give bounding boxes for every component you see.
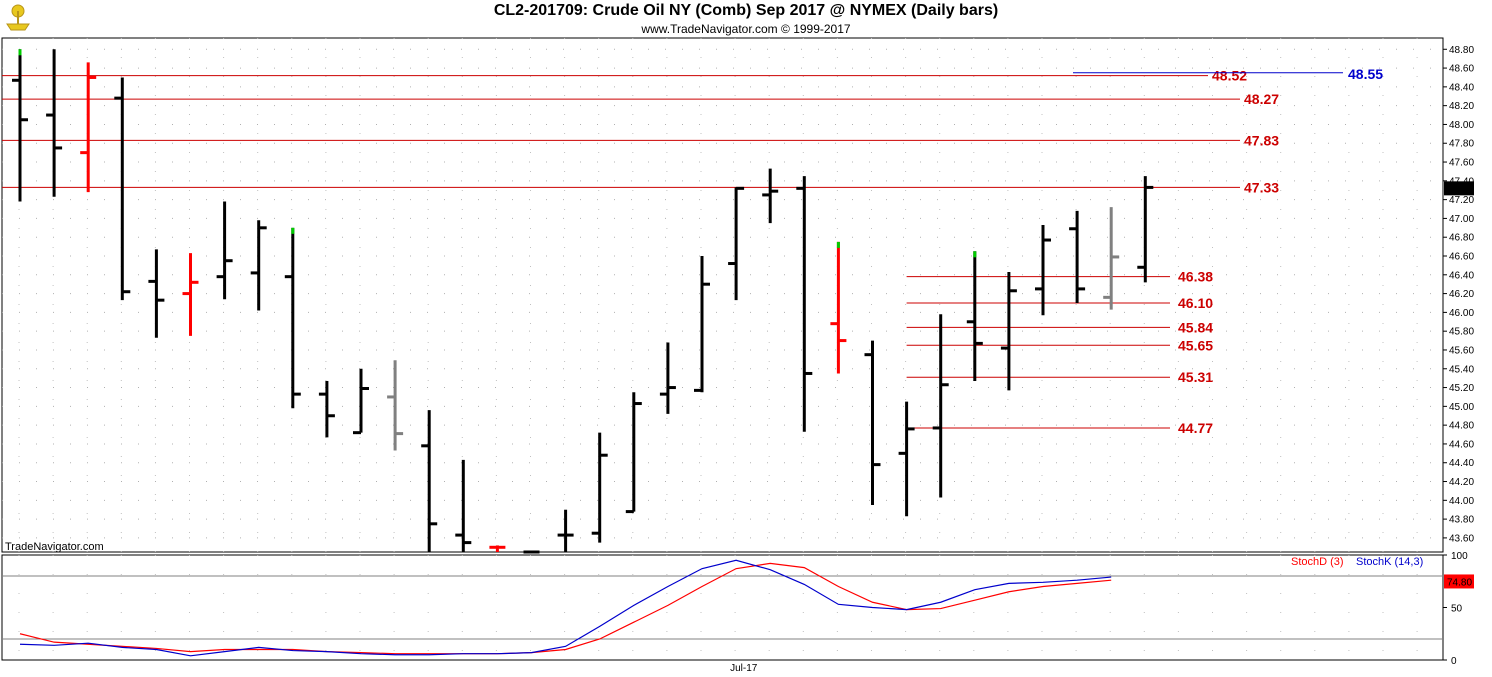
last-price-marker <box>1444 181 1474 196</box>
price-tick-label: 46.40 <box>1449 270 1474 281</box>
stochd-line <box>19 562 1112 655</box>
level-label: 48.52 <box>1212 68 1247 84</box>
ohlc-bar <box>1035 224 1051 316</box>
last-price-label: 47.32 <box>1447 184 1472 195</box>
price-tick-label: 45.80 <box>1449 327 1474 338</box>
legend-stochk: StochK (14,3) <box>1356 556 1423 568</box>
stoch-tick-label: 100 <box>1451 551 1468 562</box>
stoch-tick-label: 0 <box>1451 656 1457 667</box>
price-tick-label: 47.20 <box>1449 195 1474 206</box>
stochastic-panel: 0 50 100 StochD (3) StochK (14,3) 74.80 Jul-17 <box>1 551 1474 674</box>
ohlc-bar <box>762 168 779 224</box>
level-label: 46.38 <box>1178 269 1213 285</box>
price-tick-label: 48.60 <box>1449 64 1474 75</box>
level-label: 45.84 <box>1178 319 1213 335</box>
ohlc-bar <box>694 256 710 393</box>
price-tick-label: 47.80 <box>1449 139 1474 150</box>
ohlc-bar <box>46 49 63 197</box>
x-axis-label: Jul-17 <box>730 663 758 674</box>
ohlc-bar <box>12 49 28 202</box>
ohlc-bar <box>625 392 642 514</box>
price-tick-label: 47.60 <box>1449 158 1474 169</box>
level-label: 44.77 <box>1178 420 1213 436</box>
ohlc-bar <box>387 360 404 451</box>
price-plot-frame <box>1 37 1444 553</box>
ohlc-bar <box>421 410 438 552</box>
watermark-text: TradeNavigator.com <box>5 541 104 553</box>
price-tick-label: 46.80 <box>1449 233 1474 244</box>
ohlc-bar <box>455 459 472 552</box>
level-label: 47.33 <box>1244 179 1279 195</box>
ohlc-bar <box>591 432 608 543</box>
ohlc-bar <box>80 62 97 193</box>
ohlc-bar <box>182 253 199 336</box>
chart-title: CL2-201709: Crude Oil NY (Comb) Sep 2017… <box>493 2 999 19</box>
price-tick-label: 44.00 <box>1449 496 1474 507</box>
ohlc-bar <box>830 241 847 374</box>
price-tick-label: 46.60 <box>1449 252 1474 263</box>
blue-level-label: 48.55 <box>1348 66 1383 82</box>
ohlc-bar <box>898 401 915 517</box>
stoch-tick-label: 50 <box>1451 604 1463 615</box>
level-label: 46.10 <box>1178 295 1213 311</box>
price-tick-label: 44.20 <box>1449 477 1474 488</box>
trade-navigator-logo <box>4 2 32 37</box>
price-panel: 43.60 43.80 44.00 44.20 44.40 44.60 44.80 45.00… <box>1 37 1474 554</box>
logo-ship-icon <box>6 23 30 31</box>
ohlc-bar <box>864 340 881 506</box>
price-tick-label: 48.00 <box>1449 120 1474 131</box>
price-tick-label: 45.60 <box>1449 345 1474 356</box>
ohlc-bar <box>216 201 233 300</box>
stoch-last-marker <box>1444 574 1474 589</box>
price-tick-label: 43.60 <box>1449 533 1474 544</box>
price-tick-label: 47.00 <box>1449 214 1474 225</box>
stoch-last-label: 74.80 <box>1447 577 1472 588</box>
level-label: 47.83 <box>1244 132 1279 148</box>
ohlc-bar <box>318 380 335 438</box>
ohlc-bar <box>250 220 267 311</box>
price-tick-label: 45.00 <box>1449 402 1474 413</box>
level-label: 45.31 <box>1178 369 1213 385</box>
ohlc-bar <box>659 342 676 414</box>
ohlc-bar <box>1103 207 1120 310</box>
ohlc-bar <box>557 509 574 552</box>
price-tick-label: 43.80 <box>1449 515 1474 526</box>
ohlc-bar <box>148 249 165 338</box>
level-label: 48.27 <box>1244 91 1279 107</box>
price-tick-label: 45.40 <box>1449 364 1474 375</box>
ohlc-bar <box>1000 271 1017 391</box>
price-tick-label: 44.80 <box>1449 421 1474 432</box>
ohlc-bar <box>966 251 983 381</box>
ohlc-bar <box>728 186 745 301</box>
price-tick-label: 44.60 <box>1449 439 1474 450</box>
price-tick-label: 46.20 <box>1449 289 1474 300</box>
ohlc-bar <box>489 545 506 552</box>
ohlc-bar <box>932 314 949 498</box>
price-tick-label: 46.00 <box>1449 308 1474 319</box>
stochastic-plot-frame <box>1 554 1444 661</box>
price-tick-label: 45.20 <box>1449 383 1474 394</box>
ohlc-bar <box>796 176 813 432</box>
chart-subtitle: www.TradeNavigator.com © 1999-2017 <box>641 22 851 36</box>
stochk-line <box>19 559 1112 657</box>
legend-stochd: StochD (3) <box>1291 556 1344 568</box>
ohlc-bar <box>114 77 131 301</box>
price-tick-label: 44.40 <box>1449 458 1474 469</box>
ohlc-bar <box>284 227 301 409</box>
price-tick-label: 48.80 <box>1449 45 1474 56</box>
ohlc-bar <box>1069 210 1086 303</box>
price-tick-label: 48.20 <box>1449 101 1474 112</box>
ohlc-bar <box>1137 176 1154 283</box>
price-tick-label: 48.40 <box>1449 82 1474 93</box>
level-label: 45.65 <box>1178 337 1213 353</box>
ohlc-bar <box>353 368 369 435</box>
